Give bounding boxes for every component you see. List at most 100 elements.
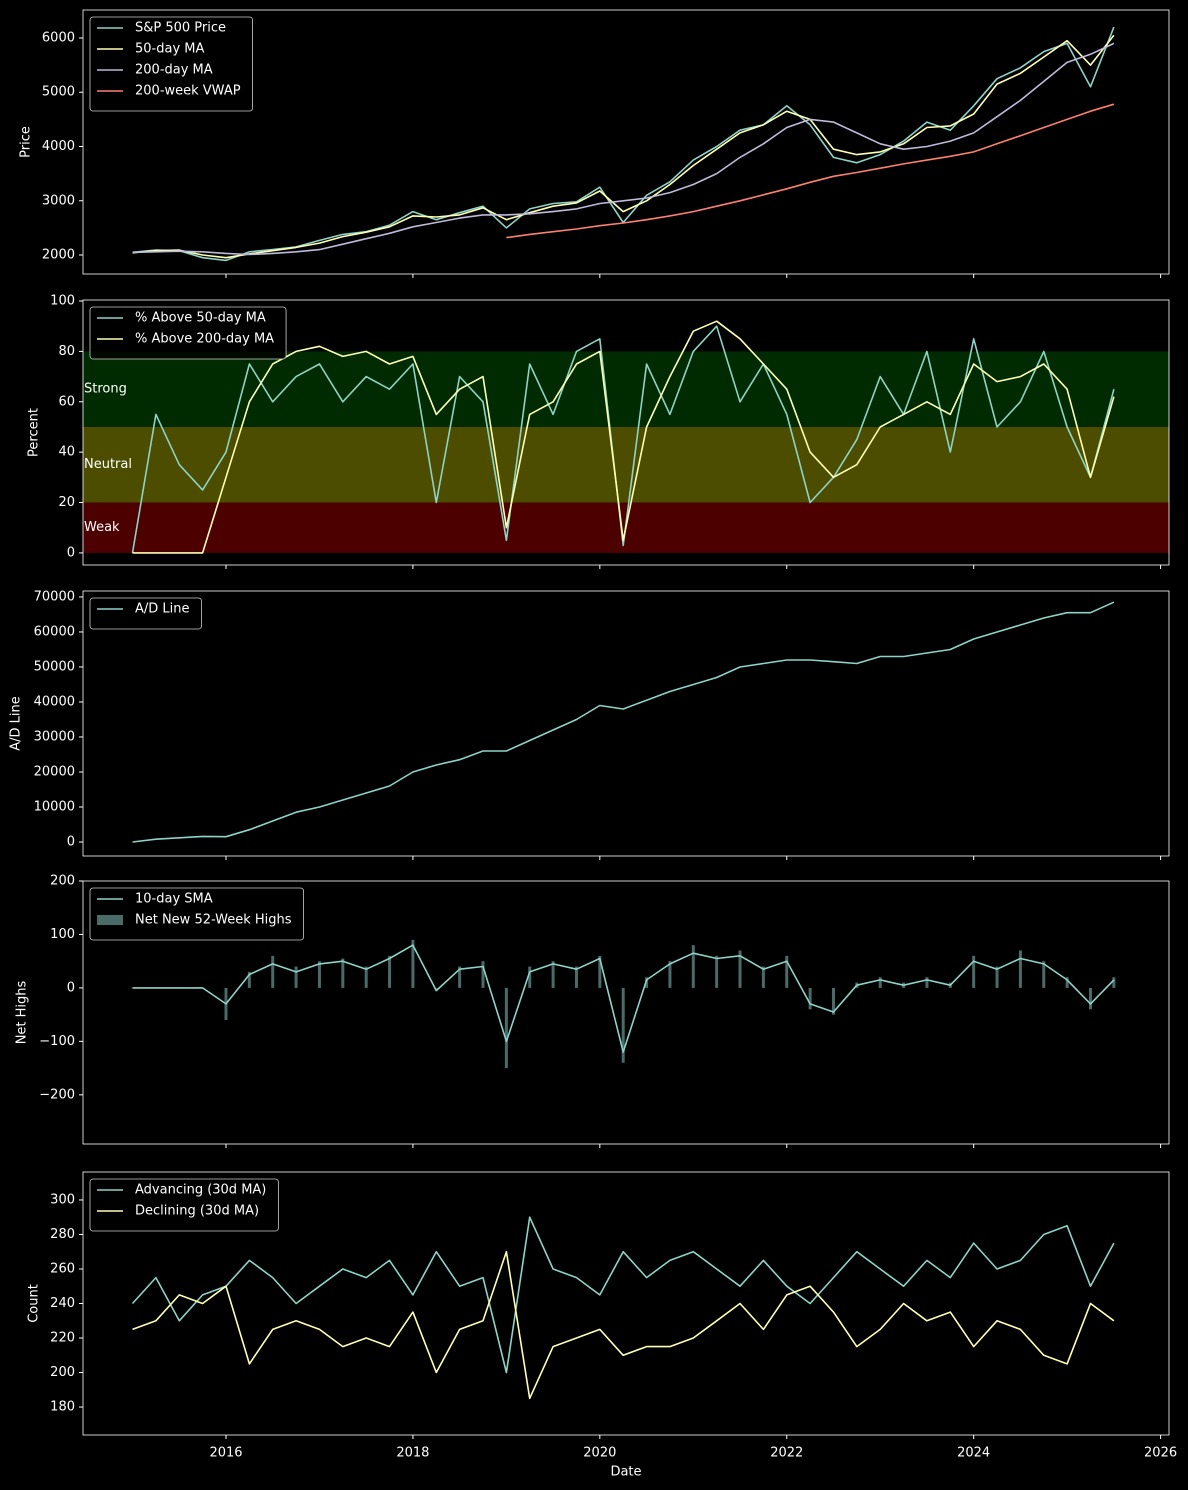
y-tick-label: 2000 [42,248,75,263]
axes-frame [82,9,1170,275]
y-tick-label: −200 [39,1087,75,1102]
bar [808,987,812,1010]
axes-frame [82,590,1170,857]
bar [434,987,438,989]
y-tick-label: 100 [50,294,75,309]
bar [668,961,672,988]
y-tick-label: 300 [50,1192,75,1207]
y-tick-label: 20 [58,495,75,510]
band-label: Strong [84,382,127,397]
y-tick-label: 240 [50,1296,75,1311]
y-tick-label: 180 [50,1400,75,1415]
y-tick-label: 220 [50,1331,75,1346]
legend-label: Advancing (30d MA) [135,1183,266,1198]
legend-label: 10-day SMA [135,892,213,907]
y-tick-label: 60 [58,394,75,409]
bar [388,955,392,988]
plot-area [83,320,1169,554]
legend-box [89,306,287,360]
x-tick-label: 2022 [770,1446,803,1461]
y-tick-label: 200 [50,874,75,889]
legend-box [89,1178,279,1232]
bar [317,961,321,988]
bar [878,977,882,988]
series-line [132,34,1115,259]
band [83,426,1169,503]
y-tick-label: 4000 [42,139,75,154]
series-line [131,325,1115,554]
bar [528,966,532,988]
bar [1065,977,1069,988]
plot-area [132,601,1115,843]
bar [294,966,298,988]
bar [574,966,578,988]
legend-label: S&P 500 Price [135,21,226,36]
y-tick-label: 80 [58,344,75,359]
plot-area [131,1216,1115,1400]
series-line [132,320,1115,554]
series-line [132,1250,1115,1400]
y-tick-label: 280 [50,1227,75,1242]
axes-frame [82,299,1170,566]
legend: Advancing (30d MA) Declining (30d MA) [89,1178,279,1232]
legend: % Above 50-day MA % Above 200-day MA [89,306,287,360]
y-axis-label: Percent [27,408,42,457]
legend-label: 50-day MA [135,42,204,57]
y-tick-label: 40000 [34,694,75,709]
y-axis-label: Net Highs [15,980,30,1044]
x-tick-label: 2024 [957,1446,990,1461]
legend-label: 200-day MA [135,63,213,78]
bar [925,977,929,988]
bar [481,961,485,988]
y-tick-label: 3000 [42,193,75,208]
y-tick-label: 30000 [34,729,75,744]
bar [621,987,625,1063]
y-tick-label: 20000 [34,764,75,779]
bar [761,966,765,988]
y-tick-label: 50000 [34,659,75,674]
bar [1018,950,1022,988]
legend-label: Net New 52-Week Highs [135,913,292,928]
bar [995,966,999,988]
plot-area [132,26,1115,262]
bar [598,955,602,988]
y-tick-label: 70000 [34,589,75,604]
bar [341,958,345,988]
legend-box [89,597,202,630]
series-line [506,103,1115,239]
x-tick-label: 2016 [209,1446,242,1461]
y-tick-label: 260 [50,1261,75,1276]
y-tick-label: 0 [67,545,75,560]
series-line [132,601,1115,843]
series-line [132,26,1115,262]
bar [411,939,415,988]
series-line [131,1216,1115,1374]
plot-area [131,939,1116,1069]
bar [364,966,368,988]
y-tick-label: 5000 [42,85,75,100]
legend-label: 200-week VWAP [135,84,241,99]
band-label: Weak [84,520,120,535]
y-tick-label: 40 [58,445,75,460]
legend-label: A/D Line [135,602,190,617]
y-axis-label: A/D Line [9,696,24,751]
legend: 10-day SMA Net New 52-Week Highs [89,887,304,941]
y-tick-label: 60000 [34,624,75,639]
legend-box [89,887,304,941]
bar [551,961,555,988]
legend: S&P 500 Price 50-day MA 200-day MA 200-week… [89,16,253,112]
x-tick-label: 2020 [583,1446,616,1461]
x-tick-label: 2018 [396,1446,429,1461]
bar [831,987,835,1015]
legend: A/D Line [89,597,202,630]
legend-label: % Above 200-day MA [135,332,274,347]
y-tick-label: 6000 [42,30,75,45]
bar [691,945,695,988]
bar [504,987,508,1069]
x-tick-label: 2026 [1144,1446,1177,1461]
bar [271,955,275,988]
bar [738,950,742,988]
legend-swatch [97,915,123,925]
y-axis-label: Price [19,126,34,158]
